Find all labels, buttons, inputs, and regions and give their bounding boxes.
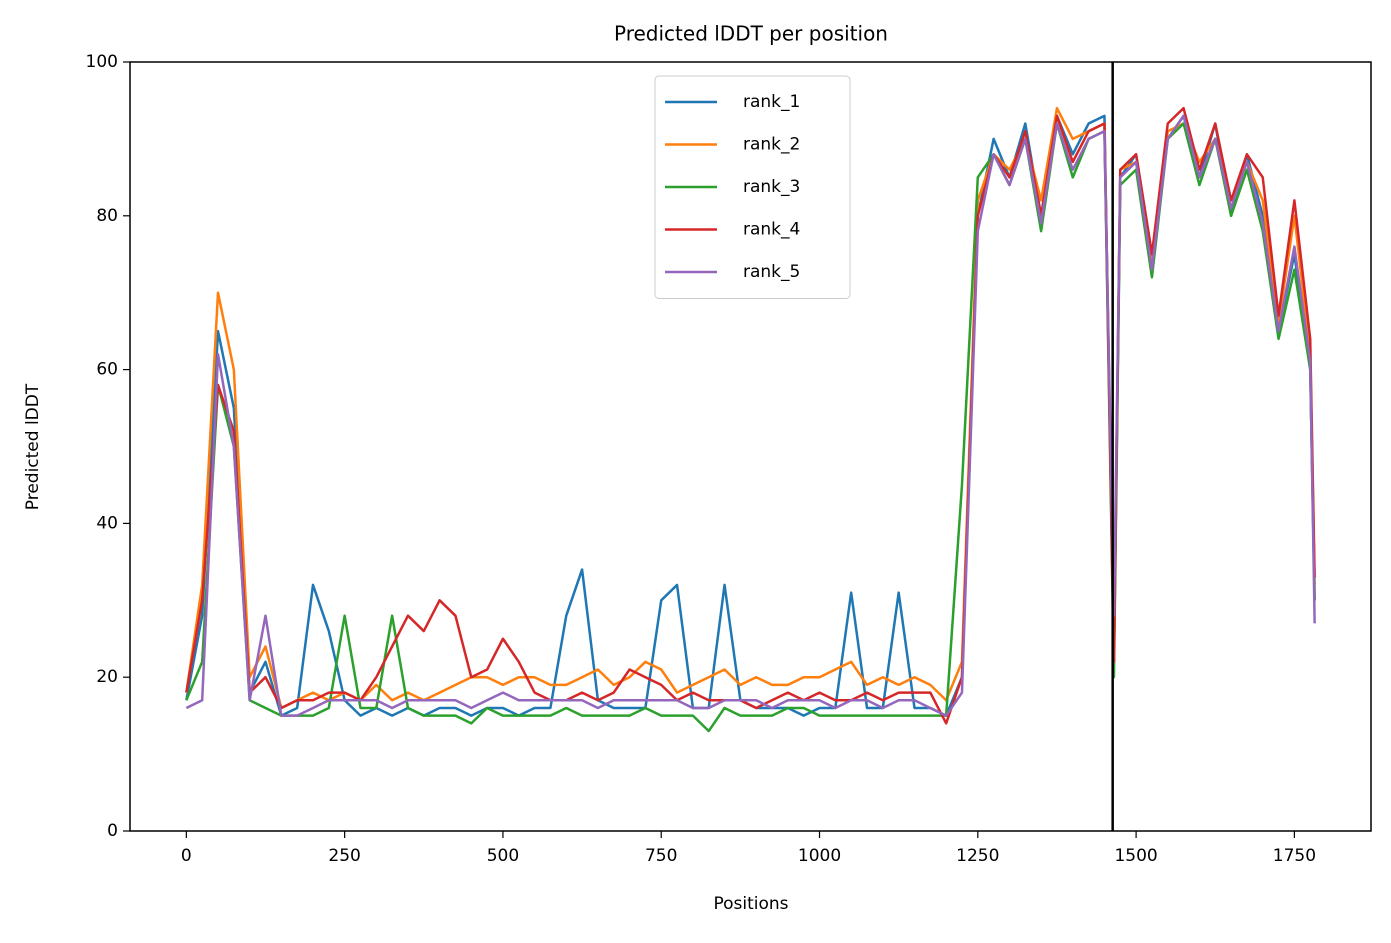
y-axis-label: Predicted lDDT (23, 383, 43, 510)
chart-title: Predicted lDDT per position (614, 22, 888, 46)
x-tick-label: 1250 (956, 846, 999, 866)
legend-label: rank_2 (743, 135, 800, 155)
x-tick-label: 1750 (1273, 846, 1316, 866)
legend-label: rank_1 (743, 92, 800, 112)
x-tick-label: 1500 (1114, 846, 1157, 866)
y-tick-label: 60 (96, 360, 118, 380)
y-tick-label: 20 (96, 667, 118, 687)
plot-frame (129, 61, 1372, 832)
y-tick-label: 0 (107, 821, 118, 841)
series-line (185, 122, 1316, 733)
y-tick-label: 100 (86, 52, 118, 72)
y-tick-label: 40 (96, 513, 118, 533)
x-tick-label: 250 (328, 846, 360, 866)
x-tick-label: 750 (645, 846, 677, 866)
legend-label: rank_3 (743, 177, 800, 197)
series-line (185, 114, 1316, 717)
x-tick-label: 500 (487, 846, 519, 866)
x-tick-label: 1000 (798, 846, 841, 866)
legend-label: rank_5 (743, 262, 800, 282)
y-tick-label: 80 (96, 206, 118, 226)
x-axis-label: Positions (713, 894, 788, 914)
legend-box (654, 75, 851, 299)
legend-label: rank_4 (743, 220, 800, 240)
x-tick-label: 0 (181, 846, 192, 866)
